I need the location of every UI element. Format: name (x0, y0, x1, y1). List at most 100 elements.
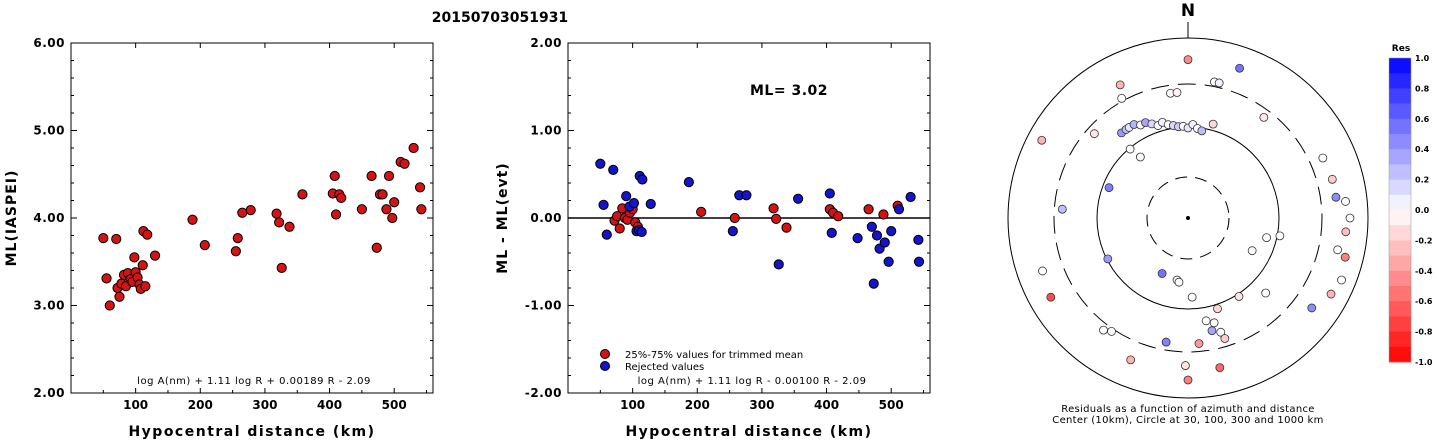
colorbar-ticks: 1.0 0.8 0.6 0.4 0.2 0.0 -0.2 -0.4 -0.6 -0.8 -1.0 (1415, 54, 1433, 367)
residual-point-s1 (879, 237, 890, 248)
ml-point-s0 (330, 209, 342, 220)
colorbar-title: Res (1392, 44, 1410, 54)
residual-point-s1 (893, 204, 905, 215)
ml-point-s0 (230, 246, 241, 257)
station-residual-point (1107, 327, 1116, 336)
residual-point-s1 (868, 278, 879, 289)
ml-point-s0 (408, 142, 419, 154)
residual-point-s1 (601, 229, 612, 240)
ml-y-tick-label: 3.00 (33, 299, 65, 313)
station-residual-point (1125, 144, 1135, 154)
station-residual-point (1327, 174, 1337, 184)
center-marker (1186, 216, 1190, 220)
north-label: N (1181, 1, 1195, 21)
ml-formula: log A(nm) + 1.11 log R + 0.00189 R - 2.0… (137, 376, 371, 387)
residual-xlabel: Hypocentral distance (km) (625, 424, 872, 440)
station-residual-point (1215, 363, 1225, 373)
polar-caption-line2: Center (10km), Circle at 30, 100, 300 an… (1052, 415, 1323, 426)
station-residual-point (1208, 119, 1218, 129)
residual-point-s1 (628, 198, 640, 209)
ml-point-s0 (140, 281, 151, 292)
station-residual-point (1038, 266, 1047, 276)
ml-point-s0 (366, 170, 377, 182)
residual-formula: log A(nm) + 1.11 log R - 0.00100 R - 2.0… (638, 376, 867, 387)
colorbar-tick-label: -1.0 (1415, 358, 1433, 367)
ml-point-s0 (336, 192, 347, 203)
colorbar-tick-label: 0.6 (1415, 115, 1430, 124)
colorbar-tick-label: -0.8 (1415, 328, 1433, 337)
ml-point-s0 (245, 205, 256, 216)
residual-x-tick-label: 400 (814, 398, 839, 412)
ml-point-s0 (142, 229, 153, 240)
residual-y-tick-label: -1.00 (525, 299, 562, 313)
colorbar-cell (1389, 301, 1411, 317)
residual-point-s1 (824, 188, 835, 199)
residual-point-s0 (781, 222, 792, 233)
residual-point-s1 (871, 230, 883, 241)
residual-point-s1 (905, 191, 916, 203)
ml-point-s0 (232, 233, 243, 244)
colorbar-cell (1389, 179, 1411, 196)
ml-xlabel: Hypocentral distance (km) (128, 424, 375, 440)
ml-point-s0 (371, 242, 382, 253)
station-residual-point (1209, 318, 1219, 328)
residual-x-tick-label: 200 (685, 398, 710, 412)
residual-y-tick-label: -2.00 (525, 386, 562, 400)
station-residual-point (1126, 355, 1136, 365)
colorbar-cell (1389, 346, 1411, 363)
ml-point-s0 (377, 189, 388, 200)
residual-point-s1 (793, 193, 804, 204)
ml-x-tick-label: 100 (123, 398, 148, 412)
station-residual-point (1103, 254, 1113, 264)
station-residual-point (1337, 275, 1346, 285)
colorbar-tick-label: -0.2 (1415, 236, 1433, 245)
polar-points (1037, 55, 1355, 385)
residual-point-s1 (883, 256, 894, 267)
station-residual-point (1161, 337, 1171, 347)
residual-point-s1 (621, 191, 632, 202)
station-residual-point (1213, 304, 1222, 314)
ml-y-tick-label: 4.00 (33, 211, 65, 225)
station-residual-point (1333, 245, 1343, 255)
colorbar-cell (1389, 270, 1411, 287)
residual-x-tick-label: 500 (879, 398, 904, 412)
ml-point-s0 (199, 240, 210, 251)
residual-point-s0 (771, 213, 782, 224)
residual-point-s0 (863, 204, 874, 215)
station-residual-point (1307, 303, 1317, 313)
station-residual-point (1157, 269, 1167, 278)
colorbar-tick-label: 1.0 (1415, 54, 1430, 63)
station-residual-point (1220, 334, 1230, 343)
colorbar-tick-label: 0.0 (1415, 206, 1430, 215)
station-residual-point (1247, 246, 1257, 256)
legend: 25%-75% values for trimmed mean Rejected… (600, 349, 803, 373)
residual-point-s1 (683, 177, 694, 188)
station-residual-point (1216, 327, 1226, 337)
station-residual-point (1115, 80, 1125, 90)
ml-y-tick-label: 6.00 (33, 36, 65, 50)
residual-y-tick-label: 1.00 (530, 124, 562, 138)
ml-axes: 100 200 300 400 500 2.00 3.00 4.00 5.00 6.00 (33, 36, 433, 412)
station-residual-point (1057, 204, 1067, 214)
residual-point-s1 (826, 227, 837, 238)
residual-point-s1 (598, 199, 609, 210)
colorbar-cell (1389, 225, 1411, 241)
ml-point-s0 (383, 170, 395, 182)
colorbar-cell (1389, 240, 1411, 257)
station-residual-point (1262, 233, 1271, 242)
station-residual-point (1201, 316, 1211, 326)
station-residual-point (1099, 325, 1108, 335)
station-residual-point (1341, 227, 1351, 237)
legend-label-trimmed: 25%-75% values for trimmed mean (625, 350, 803, 361)
station-residual-point (1183, 375, 1193, 385)
residual-point-s0 (696, 206, 707, 217)
station-residual-point (1318, 153, 1328, 163)
ml-point-s0 (237, 207, 248, 218)
residual-ylabel: ML - ML(evt) (495, 162, 511, 273)
ml-point-s0 (356, 204, 367, 215)
polar-caption-line1: Residuals as a function of azimuth and d… (1061, 404, 1314, 415)
station-residual-point (1181, 361, 1190, 370)
ml-points (98, 142, 427, 311)
station-residual-point (1046, 292, 1056, 302)
